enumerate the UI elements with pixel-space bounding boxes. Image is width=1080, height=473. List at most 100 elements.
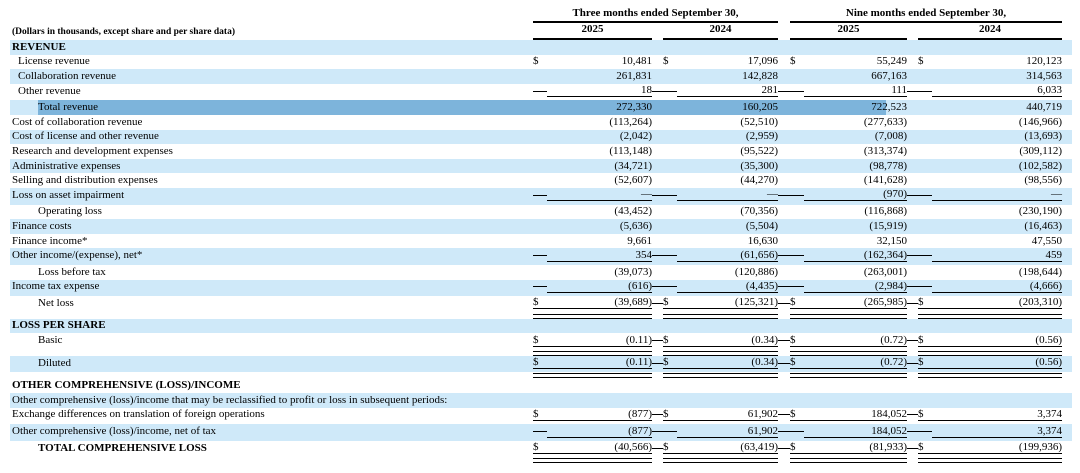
value-cell: (102,582) xyxy=(1018,159,1062,172)
financial-statement-table: Three months ended September 30, Nine mo… xyxy=(10,0,1072,464)
value-cell: (113,148) xyxy=(609,144,652,157)
value-cell: 142,828 xyxy=(742,69,778,82)
currency-cell: $ xyxy=(790,357,804,370)
currency-cell: $ xyxy=(663,408,677,421)
value-cell: (199,936) xyxy=(932,442,1062,455)
col-gap xyxy=(907,302,918,304)
table-row: Operating loss (43,452) (70,356) (116,868) (… xyxy=(10,205,1072,220)
table-row: Diluted $ (0.11) $ (0.34) $ (0.72) $ (0.56) xyxy=(10,355,1072,373)
double-rule-segment xyxy=(918,373,1062,379)
row-label: Income tax expense xyxy=(12,280,100,293)
value-cell: 261,831 xyxy=(616,69,652,82)
rule-spacer xyxy=(10,313,533,319)
value-cell: 281 xyxy=(677,85,778,98)
row-label: Net loss xyxy=(38,296,74,309)
currency-cell: $ xyxy=(663,357,677,370)
currency-cell xyxy=(533,194,547,196)
table-row: Finance costs (5,636) (5,504) (15,919) (16,4… xyxy=(10,219,1072,234)
value-cell: 160,205 xyxy=(742,101,778,114)
currency-cell xyxy=(918,431,932,433)
value-cell: (141,628) xyxy=(863,174,907,187)
rule-spacer xyxy=(10,372,533,378)
table-row: License revenue $10,481 $17,096 $55,249 $120… xyxy=(10,55,1072,70)
col-gap xyxy=(907,447,918,449)
double-rule-segment xyxy=(663,373,778,379)
table-row: Loss on asset impairment — — (970) — xyxy=(10,187,1072,205)
col-gap xyxy=(652,255,663,257)
col-gap xyxy=(778,90,790,92)
currency-cell xyxy=(533,286,547,288)
currency-cell: $ xyxy=(790,408,804,421)
value-cell: 184,052 xyxy=(804,425,907,438)
value-cell: (313,374) xyxy=(863,144,907,157)
double-rule-segment xyxy=(533,458,652,464)
currency-cell xyxy=(790,90,804,92)
row-label: TOTAL COMPREHENSIVE LOSS xyxy=(38,441,207,454)
value-cell: (309,112) xyxy=(1019,144,1062,157)
year-header-3m-2024: 2024 xyxy=(663,24,778,40)
value-cell: 459 xyxy=(932,249,1062,262)
currency-cell xyxy=(533,255,547,257)
row-label: Cost of license and other revenue xyxy=(12,130,159,143)
value-cell: (81,933) xyxy=(804,442,907,455)
row-label: Other revenue xyxy=(18,84,81,97)
value-cell: (95,522) xyxy=(740,144,778,157)
value-cell: (70,356) xyxy=(740,205,778,218)
value-cell: (116,868) xyxy=(864,205,907,218)
row-label: Collaboration revenue xyxy=(18,69,117,82)
col-gap xyxy=(778,447,790,449)
row-label: Administrative expenses xyxy=(12,159,121,172)
double-rule-segment xyxy=(663,350,778,356)
value-cell: (98,556) xyxy=(1024,174,1062,187)
col-gap xyxy=(907,194,918,196)
value-cell: (63,419) xyxy=(677,442,778,455)
currency-cell xyxy=(918,255,932,257)
col-gap xyxy=(907,340,918,342)
value-cell: (2,959) xyxy=(745,130,778,143)
rule-gap xyxy=(652,313,663,319)
value-cell: 18 xyxy=(547,85,652,98)
double-rule-segment xyxy=(790,313,907,319)
value-cell: 354 xyxy=(547,249,652,262)
table-row: Other comprehensive (loss)/income, net o… xyxy=(10,424,1072,441)
rule-gap xyxy=(778,457,790,463)
col-gap xyxy=(652,302,663,304)
currency-cell xyxy=(533,90,547,92)
currency-cell: $ xyxy=(533,408,547,421)
col-gap xyxy=(652,362,663,364)
col-gap xyxy=(778,340,790,342)
value-cell: (877) xyxy=(547,408,652,421)
row-label: Cost of collaboration revenue xyxy=(12,115,143,128)
row-label: Total revenue xyxy=(38,101,99,114)
col-gap xyxy=(778,414,790,416)
currency-cell: $ xyxy=(533,334,547,347)
currency-cell: $ xyxy=(790,55,796,68)
table-row: Exchange differences on translation of f… xyxy=(10,408,1072,425)
currency-cell: $ xyxy=(663,55,669,68)
value-cell: (198,644) xyxy=(1018,265,1062,278)
table-row: Administrative expenses (34,721) (35,300) (… xyxy=(10,158,1072,174)
row-label: Research and development expenses xyxy=(12,144,173,157)
value-cell: (125,321) xyxy=(677,297,778,310)
row-label: Finance costs xyxy=(12,219,72,232)
table-row: Research and development expenses (113,14… xyxy=(10,144,1072,159)
currency-cell xyxy=(918,194,932,196)
table-row: Net loss $ (39,689) $ (125,321) $ (265,985) $ (2… xyxy=(10,296,1072,313)
value-cell: 10,481 xyxy=(621,55,652,68)
currency-cell: $ xyxy=(533,297,547,310)
value-cell: 47,550 xyxy=(1031,234,1062,247)
year-header-row: (Dollars in thousands, except share and … xyxy=(10,23,1072,40)
double-rule-segment xyxy=(533,313,652,319)
row-label: Exchange differences on translation of f… xyxy=(12,408,265,421)
table-body: REVENUE License revenue $10,481 $17,096 $55,… xyxy=(10,40,1072,464)
currency-cell xyxy=(663,90,677,92)
rule-gap xyxy=(652,350,663,356)
table-row: Loss before tax (39,073) (120,886) (263,001… xyxy=(10,265,1072,280)
currency-cell xyxy=(663,286,677,288)
col-gap xyxy=(778,431,790,433)
value-cell: (39,073) xyxy=(614,265,652,278)
table-row: Cost of license and other revenue (2,042)… xyxy=(10,129,1072,145)
value-cell: (146,966) xyxy=(1018,115,1062,128)
double-rule-segment xyxy=(663,313,778,319)
row-label: License revenue xyxy=(18,55,90,68)
